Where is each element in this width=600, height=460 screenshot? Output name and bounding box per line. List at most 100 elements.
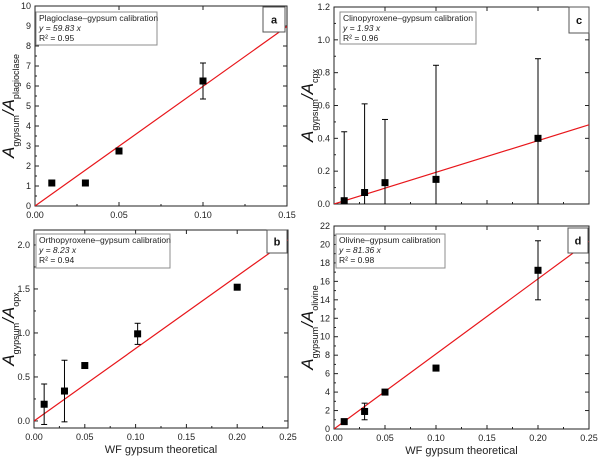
y-axis-label-part: olivine xyxy=(310,285,320,311)
y-axis-label-part: gypsum xyxy=(11,115,21,147)
legend-equation: y = 59.83 x xyxy=(38,23,82,33)
legend-title: Plagioclase–gypsum calibration xyxy=(39,13,158,23)
y-axis-label-part: /A xyxy=(0,99,18,116)
y-tick-label: 10 xyxy=(21,1,31,11)
x-tick-label: 0.05 xyxy=(76,432,94,442)
data-point xyxy=(432,175,440,183)
panel-letter: b xyxy=(274,237,281,249)
y-tick-label: 2.0 xyxy=(17,240,30,250)
data-point xyxy=(233,283,241,291)
x-tick-label: 0.20 xyxy=(228,432,246,442)
x-tick-label: 0.05 xyxy=(376,433,394,443)
y-tick-label: 20 xyxy=(320,239,330,249)
data-point xyxy=(115,147,123,155)
data-point xyxy=(361,189,369,197)
y-tick-label: 0.6 xyxy=(317,101,330,111)
y-tick-label: 2 xyxy=(26,161,31,171)
y-tick-label: 1.2 xyxy=(317,2,330,12)
data-point xyxy=(40,400,48,408)
legend-box xyxy=(35,11,158,46)
y-axis-label-part: /A xyxy=(298,83,317,100)
y-tick-label: 12 xyxy=(320,313,330,323)
data-point xyxy=(134,330,142,338)
legend-r2: R² = 0.94 xyxy=(39,255,74,265)
panel-letter: d xyxy=(575,236,582,248)
y-tick-label: 1.5 xyxy=(17,284,30,294)
panel-letter-box xyxy=(568,6,590,34)
y-tick-label: 2 xyxy=(325,406,330,416)
legend-title: Orthopyroxene–gypsum calibration xyxy=(39,235,171,245)
fit-line xyxy=(34,239,288,422)
y-tick-label: 18 xyxy=(320,258,330,268)
y-tick-label: 1.0 xyxy=(17,328,30,338)
panel-letter: a xyxy=(271,15,278,27)
x-tick-label: 0.25 xyxy=(279,432,297,442)
y-axis-label-part: gypsum xyxy=(310,99,320,131)
y-tick-label: 0 xyxy=(325,424,330,434)
y-axis-label-part: A xyxy=(0,354,18,366)
y-tick-label: 0.8 xyxy=(317,68,330,78)
legend-r2: R² = 0.95 xyxy=(39,33,74,43)
legend-title: Clinopyroxene–gypsum calibration xyxy=(343,13,473,23)
y-tick-label: 9 xyxy=(26,21,31,31)
data-point xyxy=(534,266,542,274)
data-point xyxy=(534,134,542,142)
y-tick-label: 1 xyxy=(26,181,31,191)
y-tick-label: 8 xyxy=(26,41,31,51)
y-axis-label-part: gypsum xyxy=(11,323,21,355)
y-axis-label-part: /A xyxy=(298,311,317,328)
y-tick-label: 10 xyxy=(320,332,330,342)
legend-box xyxy=(35,233,171,269)
panel-letter-box xyxy=(266,229,288,254)
x-tick-label: 0.20 xyxy=(529,433,547,443)
y-axis-label-part: plagioclase xyxy=(11,54,21,99)
x-tick-label: 0.10 xyxy=(427,433,445,443)
panel-b: 0.00 0.05 0.10 0.15 0.20 0.25 0.0 0.5 1.0 1.5 2.0 O… xyxy=(0,229,297,456)
legend-equation: y = 81.36 x xyxy=(338,245,382,255)
data-point xyxy=(60,387,68,395)
legend-box xyxy=(335,233,446,269)
y-axis-label: Agypsum/Aolivine xyxy=(298,285,320,370)
panel-letter: c xyxy=(576,15,582,27)
x-tick-label: 0.05 xyxy=(110,210,128,220)
y-tick-label: 22 xyxy=(320,221,330,231)
data-point xyxy=(381,388,389,396)
data-point xyxy=(340,418,348,426)
y-tick-label: 5 xyxy=(26,101,31,111)
x-tick-label: 0.15 xyxy=(178,432,196,442)
legend-box xyxy=(339,11,477,45)
x-tick-label: 0.00 xyxy=(25,432,43,442)
y-tick-label: 3 xyxy=(26,141,31,151)
x-axis-label: WF gypsum theoretical xyxy=(105,444,217,456)
data-point xyxy=(381,179,389,187)
x-tick-label: 0.15 xyxy=(278,210,296,220)
y-axis-label-part: cpx xyxy=(310,69,320,84)
y-axis-label-part: gypsum xyxy=(310,327,320,359)
y-axis-label: Agypsum/Acpx xyxy=(298,69,320,143)
fit-line xyxy=(334,124,589,204)
y-tick-label: 4 xyxy=(26,121,31,131)
data-point xyxy=(48,179,56,187)
legend-r2: R² = 0.96 xyxy=(343,33,378,43)
x-tick-label: 0.00 xyxy=(325,433,343,443)
y-tick-label: 0 xyxy=(26,201,31,211)
y-axis-label-part: opx xyxy=(11,292,21,307)
legend-equation: y = 1.93 x xyxy=(342,23,381,33)
fit-line xyxy=(35,26,287,206)
panel-d: 0.00 0.05 0.10 0.15 0.20 0.25 0 2 4 6 8 10 12 14 16 18 2… xyxy=(298,221,598,457)
y-axis-label-part: A xyxy=(0,147,18,159)
y-tick-label: 8 xyxy=(325,350,330,360)
panel-letter-box xyxy=(567,227,589,254)
y-tick-label: 0.0 xyxy=(17,416,30,426)
y-axis-label-part: /A xyxy=(0,307,18,324)
x-tick-label: 0.25 xyxy=(580,433,598,443)
y-tick-label: 14 xyxy=(320,295,330,305)
y-axis-label: Agypsum/Aopx xyxy=(0,292,21,367)
y-tick-label: 6 xyxy=(26,81,31,91)
legend-equation: y = 8.23 x xyxy=(38,245,77,255)
x-tick-label: 0.00 xyxy=(26,210,44,220)
y-tick-label: 0.5 xyxy=(17,372,30,382)
x-tick-label: 0.15 xyxy=(478,433,496,443)
y-tick-label: 0.2 xyxy=(317,166,330,176)
